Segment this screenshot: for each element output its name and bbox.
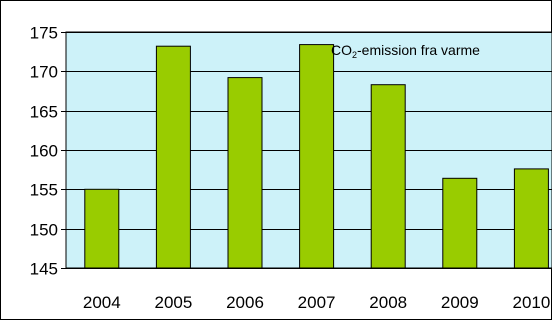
- y-tick-label: 150: [30, 221, 58, 240]
- y-tick-label: 165: [30, 103, 58, 122]
- x-tick-label: 2004: [83, 293, 121, 312]
- bar: [370, 84, 406, 269]
- bars: [84, 44, 549, 269]
- bar: [155, 45, 191, 269]
- x-tick-label: 2009: [441, 293, 479, 312]
- bar: [513, 168, 549, 269]
- bar: [84, 188, 120, 269]
- y-tick-label: 160: [30, 142, 58, 161]
- x-tick-label: 2006: [226, 293, 264, 312]
- legend-label: CO2-emission fra varme: [331, 42, 480, 60]
- legend-co: CO: [331, 42, 352, 58]
- x-tick-label: 2008: [369, 293, 407, 312]
- x-tick-label: 2010: [512, 293, 550, 312]
- y-tick-label: 170: [30, 63, 58, 82]
- legend-rest: -emission fra varme: [357, 42, 480, 58]
- y-tick-label: 175: [30, 24, 58, 43]
- x-axis: 2004 2005 2006 2007 2008 2009 2010: [83, 293, 550, 312]
- bar: [442, 177, 478, 269]
- y-tick-label: 145: [30, 260, 58, 279]
- bar: [227, 77, 263, 269]
- bar: [299, 44, 335, 269]
- y-axis: 145 150 155 160 165 170 175: [30, 24, 66, 279]
- y-tick-label: 155: [30, 181, 58, 200]
- x-tick-label: 2007: [298, 293, 336, 312]
- legend-subscript: 2: [352, 50, 357, 60]
- x-tick-label: 2005: [154, 293, 192, 312]
